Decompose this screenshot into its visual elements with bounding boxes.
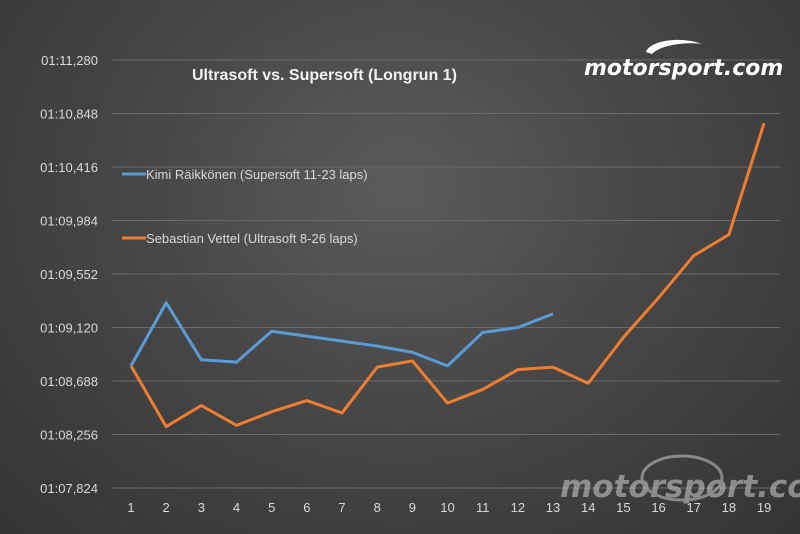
x-tick-label: 10	[440, 500, 454, 515]
logo-text: motorsport.com	[584, 56, 783, 81]
y-tick-label: 01:08,688	[40, 374, 98, 389]
y-tick-label: 01:11,280	[41, 53, 98, 68]
x-tick-label: 7	[338, 500, 345, 515]
x-tick-label: 9	[409, 500, 416, 515]
x-tick-label: 2	[163, 500, 170, 515]
x-tick-label: 8	[374, 500, 381, 515]
legend-label-kimi-raikkonen: Kimi Räikkönen (Supersoft 11-23 laps)	[146, 167, 368, 182]
y-axis-tick-labels: 01:07,824 01:08,256 01:08,688 01:09,120 01:0…	[40, 53, 98, 496]
x-tick-label: 5	[268, 500, 275, 515]
y-tick-label: 01:08,256	[40, 428, 98, 443]
x-tick-label: 12	[511, 500, 525, 515]
series-line-kimi-raikkonen	[131, 303, 553, 366]
legend: Kimi Räikkönen (Supersoft 11-23 laps) Se…	[122, 167, 368, 246]
x-tick-label: 13	[546, 500, 560, 515]
x-tick-label: 6	[303, 500, 310, 515]
x-tick-label: 3	[198, 500, 205, 515]
y-tick-label: 01:10,416	[40, 160, 98, 175]
y-tick-label: 01:09,984	[40, 214, 98, 229]
chart-title: Ultrasoft vs. Supersoft (Longrun 1)	[192, 67, 457, 84]
y-tick-label: 01:10,848	[40, 107, 98, 122]
motorsport-logo: motorsport.com	[584, 40, 783, 81]
logo-swoosh-icon	[646, 40, 702, 54]
motorsport-watermark: motorsport.com	[560, 456, 800, 505]
y-tick-label: 01:09,552	[40, 267, 98, 282]
watermark-text: motorsport.com	[560, 469, 800, 505]
y-tick-label: 01:07,824	[40, 481, 98, 496]
x-tick-label: 1	[127, 500, 134, 515]
legend-label-sebastian-vettel: Sebastian Vettel (Ultrasoft 8-26 laps)	[146, 231, 358, 246]
y-tick-label: 01:09,120	[40, 321, 98, 336]
x-tick-label: 11	[476, 500, 490, 515]
x-tick-label: 4	[233, 500, 240, 515]
